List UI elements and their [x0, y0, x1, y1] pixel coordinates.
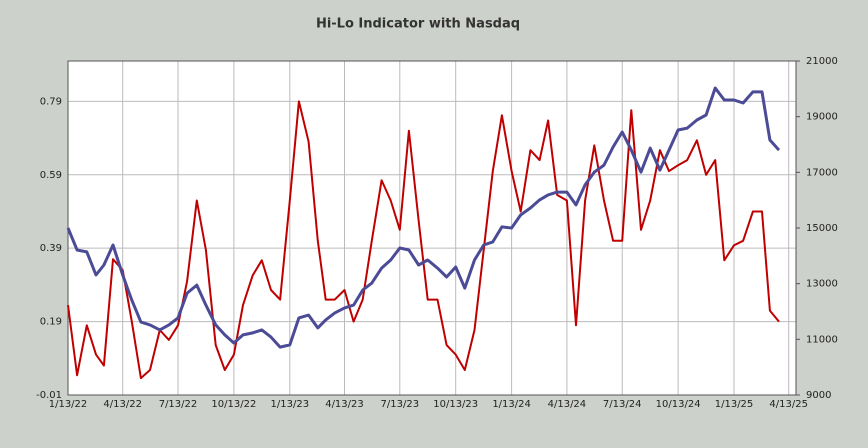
y-tick-label: 0.19	[40, 317, 62, 328]
series-line	[66, 86, 781, 349]
x-tick-label: 7/13/23	[381, 399, 420, 410]
y-tick-label: -0.01	[36, 390, 62, 401]
y2-tick-label: 17000	[806, 167, 838, 178]
x-tick-label: 1/13/24	[492, 399, 531, 410]
x-tick-label: 1/13/25	[715, 399, 754, 410]
x-tick-label: 4/13/25	[769, 399, 808, 410]
x-tick-label: 7/13/22	[159, 399, 198, 410]
x-tick-label: 10/13/22	[211, 399, 256, 410]
y2-tick-label: 19000	[806, 112, 838, 123]
y2-tick-label: 9000	[806, 390, 831, 401]
y-tick-label: 0.79	[40, 96, 62, 107]
x-tick-label: 4/13/23	[325, 399, 364, 410]
x-tick-label: 10/13/23	[433, 399, 478, 410]
x-tick-label: 4/13/22	[103, 399, 142, 410]
series-line	[67, 100, 780, 380]
y-tick-label: 0.39	[40, 243, 62, 254]
x-tick-label: 4/13/24	[548, 399, 587, 410]
chart-title: Hi-Lo Indicator with Nasdaq	[316, 17, 520, 32]
x-tick-label: 7/13/24	[603, 399, 642, 410]
y-tick-label: 0.59	[40, 170, 62, 181]
y2-tick-label: 21000	[806, 56, 838, 67]
y2-tick-label: 13000	[806, 279, 838, 290]
y2-tick-label: 11000	[806, 334, 838, 345]
x-tick-label: 1/13/23	[271, 399, 310, 410]
x-tick-label: 10/13/24	[656, 399, 701, 410]
x-tick-label: 1/13/22	[49, 399, 88, 410]
plot-area	[67, 60, 797, 396]
y2-tick-label: 15000	[806, 223, 838, 234]
